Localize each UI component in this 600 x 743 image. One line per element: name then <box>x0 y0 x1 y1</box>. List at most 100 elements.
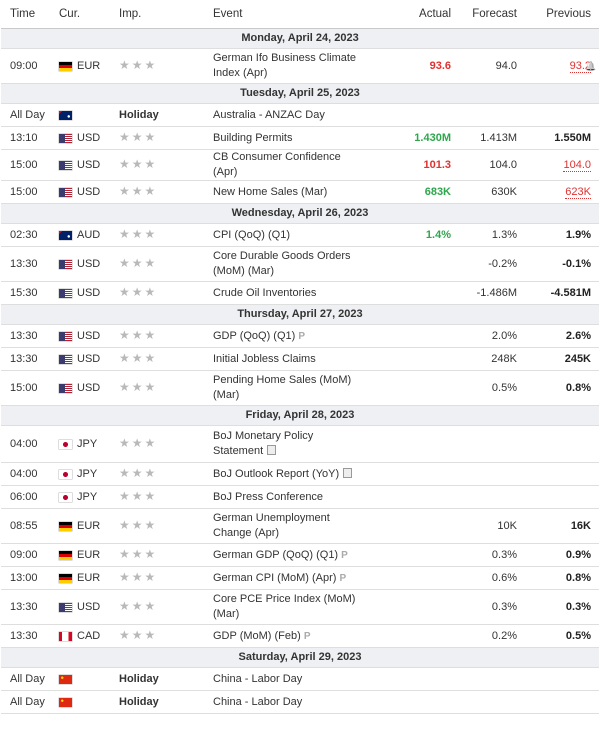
event-row[interactable]: 09:00 EUR ★★★ German Ifo Business Climate I… <box>1 48 599 84</box>
event-actual-cell: 101.3 <box>365 149 455 181</box>
event-currency-cell: EUR <box>59 508 119 544</box>
event-name[interactable]: German Ifo Business Climate Index (Apr) <box>213 52 357 79</box>
currency: USD <box>59 352 119 367</box>
event-previous-cell: 104.0 <box>517 149 591 181</box>
importance-star-icon: ★★★ <box>119 351 158 365</box>
event-row[interactable]: 15:30 USD ★★★ Crude Oil Inventories -1.486M -… <box>1 281 599 305</box>
event-name[interactable]: Building Permits <box>213 131 293 144</box>
event-name[interactable]: China - Labor Day <box>213 672 303 685</box>
currency: EUR <box>59 519 119 534</box>
col-currency[interactable]: Cur. <box>59 0 119 29</box>
event-name[interactable]: Core Durable Goods Orders (MoM) (Mar) <box>213 250 351 277</box>
event-name[interactable]: BoJ Press Conference <box>213 490 324 503</box>
importance-star-icon: ★★★ <box>119 380 158 394</box>
event-row[interactable]: 13:30 CAD ★★★ GDP (MoM) (Feb) P 0.2% 0.5% <box>1 624 599 648</box>
event-row[interactable]: All Day Holiday Australia - ANZAC Day <box>1 103 599 127</box>
currency: USD <box>59 131 119 146</box>
event-name[interactable]: GDP (QoQ) (Q1) <box>213 329 296 342</box>
event-row[interactable]: 04:00 JPY ★★★ BoJ Outlook Report (YoY) <box>1 462 599 486</box>
currency-code: EUR <box>77 571 101 584</box>
event-row[interactable]: 13:30 USD ★★★ Core PCE Price Index (MoM) (M… <box>1 589 599 625</box>
event-row[interactable]: 13:30 USD ★★★ GDP (QoQ) (Q1) P 2.0% 2.6% <box>1 324 599 348</box>
event-row[interactable]: 04:00 JPY ★★★ BoJ Monetary Policy Statement <box>1 425 599 463</box>
event-row[interactable]: 09:00 EUR ★★★ German GDP (QoQ) (Q1) P 0.3% 0.9… <box>1 543 599 567</box>
event-row[interactable]: 08:55 EUR ★★★ German Unemployment Change (A… <box>1 508 599 544</box>
event-row[interactable]: 13:10 USD ★★★ Building Permits 1.430M 1.413M 1… <box>1 126 599 150</box>
event-name[interactable]: German Unemployment Change (Apr) <box>213 512 330 539</box>
event-name[interactable]: German GDP (QoQ) (Q1) <box>213 548 339 561</box>
col-forecast[interactable]: Forecast <box>455 0 517 29</box>
event-row[interactable]: 13:30 USD ★★★ Core Durable Goods Orders (Mo… <box>1 246 599 282</box>
currency-code: USD <box>77 185 101 198</box>
event-name[interactable]: Core PCE Price Index (MoM) (Mar) <box>213 593 356 620</box>
event-name[interactable]: China - Labor Day <box>213 695 303 708</box>
event-currency-cell: USD <box>59 126 119 150</box>
document-icon[interactable] <box>267 445 277 455</box>
event-row[interactable]: 06:00 JPY ★★★ BoJ Press Conference <box>1 485 599 509</box>
event-name[interactable]: BoJ Monetary Policy Statement <box>213 430 314 457</box>
event-name[interactable]: German CPI (MoM) (Apr) <box>213 571 337 584</box>
event-time: All Day <box>1 690 59 714</box>
event-currency-cell <box>59 103 119 127</box>
document-icon[interactable] <box>343 467 353 478</box>
event-name-cell: GDP (MoM) (Feb) P <box>200 624 365 648</box>
event-previous-cell: 0.5% <box>517 624 591 648</box>
event-name[interactable]: Pending Home Sales (MoM) (Mar) <box>213 374 352 401</box>
event-forecast-cell <box>455 425 517 463</box>
event-name[interactable]: New Home Sales (Mar) <box>213 185 328 198</box>
actual-value: 1.4% <box>425 228 451 241</box>
alert-cell <box>591 462 599 486</box>
previous-value: 623K <box>565 185 591 199</box>
event-forecast-cell <box>455 103 517 127</box>
event-forecast-cell: 1.3% <box>455 223 517 247</box>
event-importance-cell: ★★★ <box>119 485 200 509</box>
event-currency-cell: JPY <box>59 485 119 509</box>
event-currency-cell: EUR <box>59 543 119 567</box>
event-name-cell: China - Labor Day <box>200 690 365 714</box>
bell-icon[interactable]: 🔔 <box>585 60 597 71</box>
event-name[interactable]: Crude Oil Inventories <box>213 286 317 299</box>
event-row[interactable]: 15:00 USD ★★★ Pending Home Sales (MoM) (Mar… <box>1 370 599 406</box>
event-name[interactable]: Initial Jobless Claims <box>213 352 316 365</box>
event-name-cell: Initial Jobless Claims <box>200 347 365 371</box>
event-currency-cell: CAD <box>59 624 119 648</box>
event-time: 15:00 <box>1 370 59 406</box>
event-actual-cell <box>365 566 455 590</box>
alert-cell <box>591 690 599 714</box>
day-date: Thursday, April 27, 2023 <box>1 304 599 325</box>
currency: JPY <box>59 490 119 505</box>
event-actual-cell <box>365 281 455 305</box>
col-event[interactable]: Event <box>200 0 365 29</box>
event-name-cell: Building Permits <box>200 126 365 150</box>
event-row[interactable]: 15:00 USD ★★★ CB Consumer Confidence (Apr) 1… <box>1 149 599 181</box>
event-name-cell: German CPI (MoM) (Apr) P <box>200 566 365 590</box>
col-importance[interactable]: Imp. <box>119 0 200 29</box>
col-actual[interactable]: Actual <box>365 0 455 29</box>
event-row[interactable]: 15:00 USD ★★★ New Home Sales (Mar) 683K 630K 6… <box>1 180 599 204</box>
event-time: 09:00 <box>1 48 59 84</box>
event-name[interactable]: GDP (MoM) (Feb) <box>213 629 301 642</box>
col-time[interactable]: Time <box>1 0 59 29</box>
flag-us-icon <box>59 354 72 364</box>
event-currency-cell: USD <box>59 281 119 305</box>
event-row[interactable]: 13:00 EUR ★★★ German CPI (MoM) (Apr) P 0.6% 0.… <box>1 566 599 590</box>
event-row[interactable]: 02:30 AUD ★★★ CPI (QoQ) (Q1) 1.4% 1.3% 1.9% <box>1 223 599 247</box>
alert-cell <box>591 126 599 150</box>
currency-code: JPY <box>77 490 98 503</box>
event-previous-cell <box>517 485 591 509</box>
day-header-row: Friday, April 28, 2023 <box>1 405 599 426</box>
event-name[interactable]: CB Consumer Confidence (Apr) <box>213 151 341 178</box>
col-previous[interactable]: Previous <box>517 0 591 29</box>
forecast-value: 0.6% <box>491 571 517 584</box>
event-row[interactable]: All Day Holiday China - Labor Day <box>1 667 599 691</box>
currency <box>59 697 119 707</box>
event-row[interactable]: 13:30 USD ★★★ Initial Jobless Claims 248K 245… <box>1 347 599 371</box>
alert-cell <box>591 103 599 127</box>
event-name[interactable]: BoJ Outlook Report (YoY) <box>213 467 340 480</box>
event-name[interactable]: Australia - ANZAC Day <box>213 108 325 121</box>
event-row[interactable]: All Day Holiday China - Labor Day <box>1 690 599 714</box>
event-currency-cell: USD <box>59 589 119 625</box>
event-name[interactable]: CPI (QoQ) (Q1) <box>213 228 291 241</box>
previous-value: 104.0 <box>563 158 591 172</box>
forecast-value: -0.2% <box>488 257 517 270</box>
